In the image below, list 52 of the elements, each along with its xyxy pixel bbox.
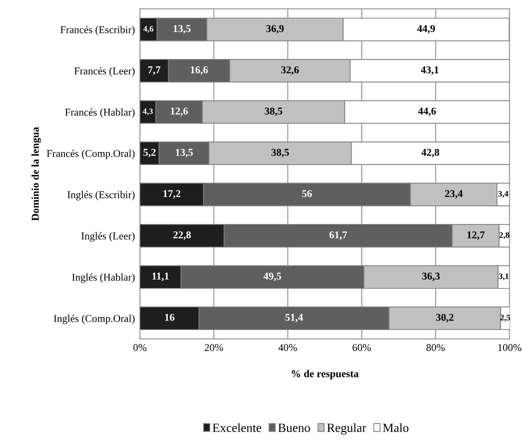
data-label: 44,6 bbox=[418, 108, 436, 116]
data-label: 13,5 bbox=[174, 25, 191, 34]
data-label: 7,7 bbox=[148, 66, 160, 75]
y-tick-label: Francés (Comp.Oral) bbox=[46, 150, 135, 160]
data-label: 11,1 bbox=[152, 272, 169, 282]
data-label: 42,8 bbox=[421, 148, 440, 158]
legend-label: Malo bbox=[382, 423, 408, 432]
data-label: 4,3 bbox=[142, 108, 153, 116]
y-tick-label: Francés (Escribir) bbox=[60, 26, 135, 36]
data-label: 43,1 bbox=[420, 66, 438, 75]
data-label: 36,3 bbox=[422, 272, 440, 282]
data-label: 56 bbox=[302, 190, 312, 198]
y-tick-label: Inglés (Comp.Oral) bbox=[54, 314, 135, 324]
data-label: 23,4 bbox=[445, 190, 463, 199]
data-label: 44,9 bbox=[417, 25, 435, 34]
data-label: 38,5 bbox=[264, 108, 282, 116]
data-label: 61,7 bbox=[329, 231, 348, 240]
data-label: 49,5 bbox=[263, 272, 282, 282]
data-label: 3,4 bbox=[498, 190, 508, 198]
y-tick-label: Inglés (Escribir) bbox=[67, 190, 135, 200]
x-tick-label: 20% bbox=[204, 344, 224, 352]
data-label: 22,8 bbox=[173, 231, 191, 240]
y-axis-title: Dominio de la lengua bbox=[31, 127, 41, 221]
data-label: 16 bbox=[165, 314, 174, 321]
data-label: 2,8 bbox=[499, 232, 510, 240]
x-tick-label: 0% bbox=[133, 344, 147, 352]
y-tick-label: Inglés (Hablar) bbox=[72, 273, 135, 283]
x-tick-label: 40% bbox=[278, 344, 297, 352]
data-label: 12,7 bbox=[467, 231, 485, 240]
data-label: 32,6 bbox=[281, 66, 299, 75]
data-label: 17,2 bbox=[163, 190, 180, 199]
data-label: 13,5 bbox=[176, 148, 193, 158]
data-label: 4,6 bbox=[143, 26, 154, 33]
data-label: 30,2 bbox=[436, 314, 454, 322]
data-label: 38,5 bbox=[271, 148, 289, 158]
legend-label: Bueno bbox=[278, 424, 310, 432]
y-tick-label: Francés (Leer) bbox=[74, 67, 135, 77]
x-axis-title: % de respuesta bbox=[292, 370, 359, 380]
data-label: 3,1 bbox=[498, 274, 509, 280]
x-tick-label: 100% bbox=[498, 344, 522, 352]
y-tick-label: Inglés (Leer) bbox=[81, 232, 135, 242]
data-label: 51,4 bbox=[285, 314, 303, 322]
legend-label: Regular bbox=[327, 423, 366, 435]
data-label: 5,2 bbox=[143, 148, 156, 158]
y-tick-label: Francés (Hablar) bbox=[65, 108, 135, 118]
x-tick-label: 60% bbox=[352, 344, 371, 352]
data-label: 36,9 bbox=[266, 25, 284, 34]
x-tick-label: 80% bbox=[426, 344, 445, 352]
data-label: 16,6 bbox=[190, 66, 208, 75]
legend-label: Excelente bbox=[212, 423, 262, 432]
data-label: 12,6 bbox=[170, 108, 188, 116]
data-label: 2,5 bbox=[500, 314, 510, 322]
